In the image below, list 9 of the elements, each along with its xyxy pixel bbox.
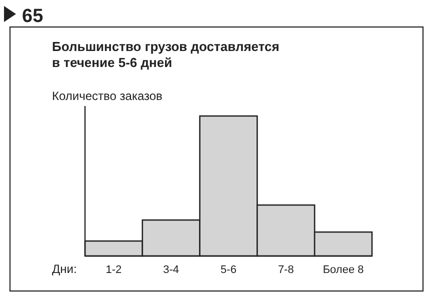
x-tick-label: 5-6 [220,264,236,276]
chart-title: Большинство грузов доставляется в течение 5-6 дней [52,39,280,70]
y-axis-title: Количество заказов [52,89,162,103]
x-tick-label: 1-2 [106,264,122,276]
x-axis-title: Дни: [52,262,77,276]
x-tick-label: 7-8 [278,264,294,276]
x-tick-label: Более 8 [322,264,364,276]
x-tick-label: 3-4 [163,264,180,276]
text: 65 [22,6,44,27]
